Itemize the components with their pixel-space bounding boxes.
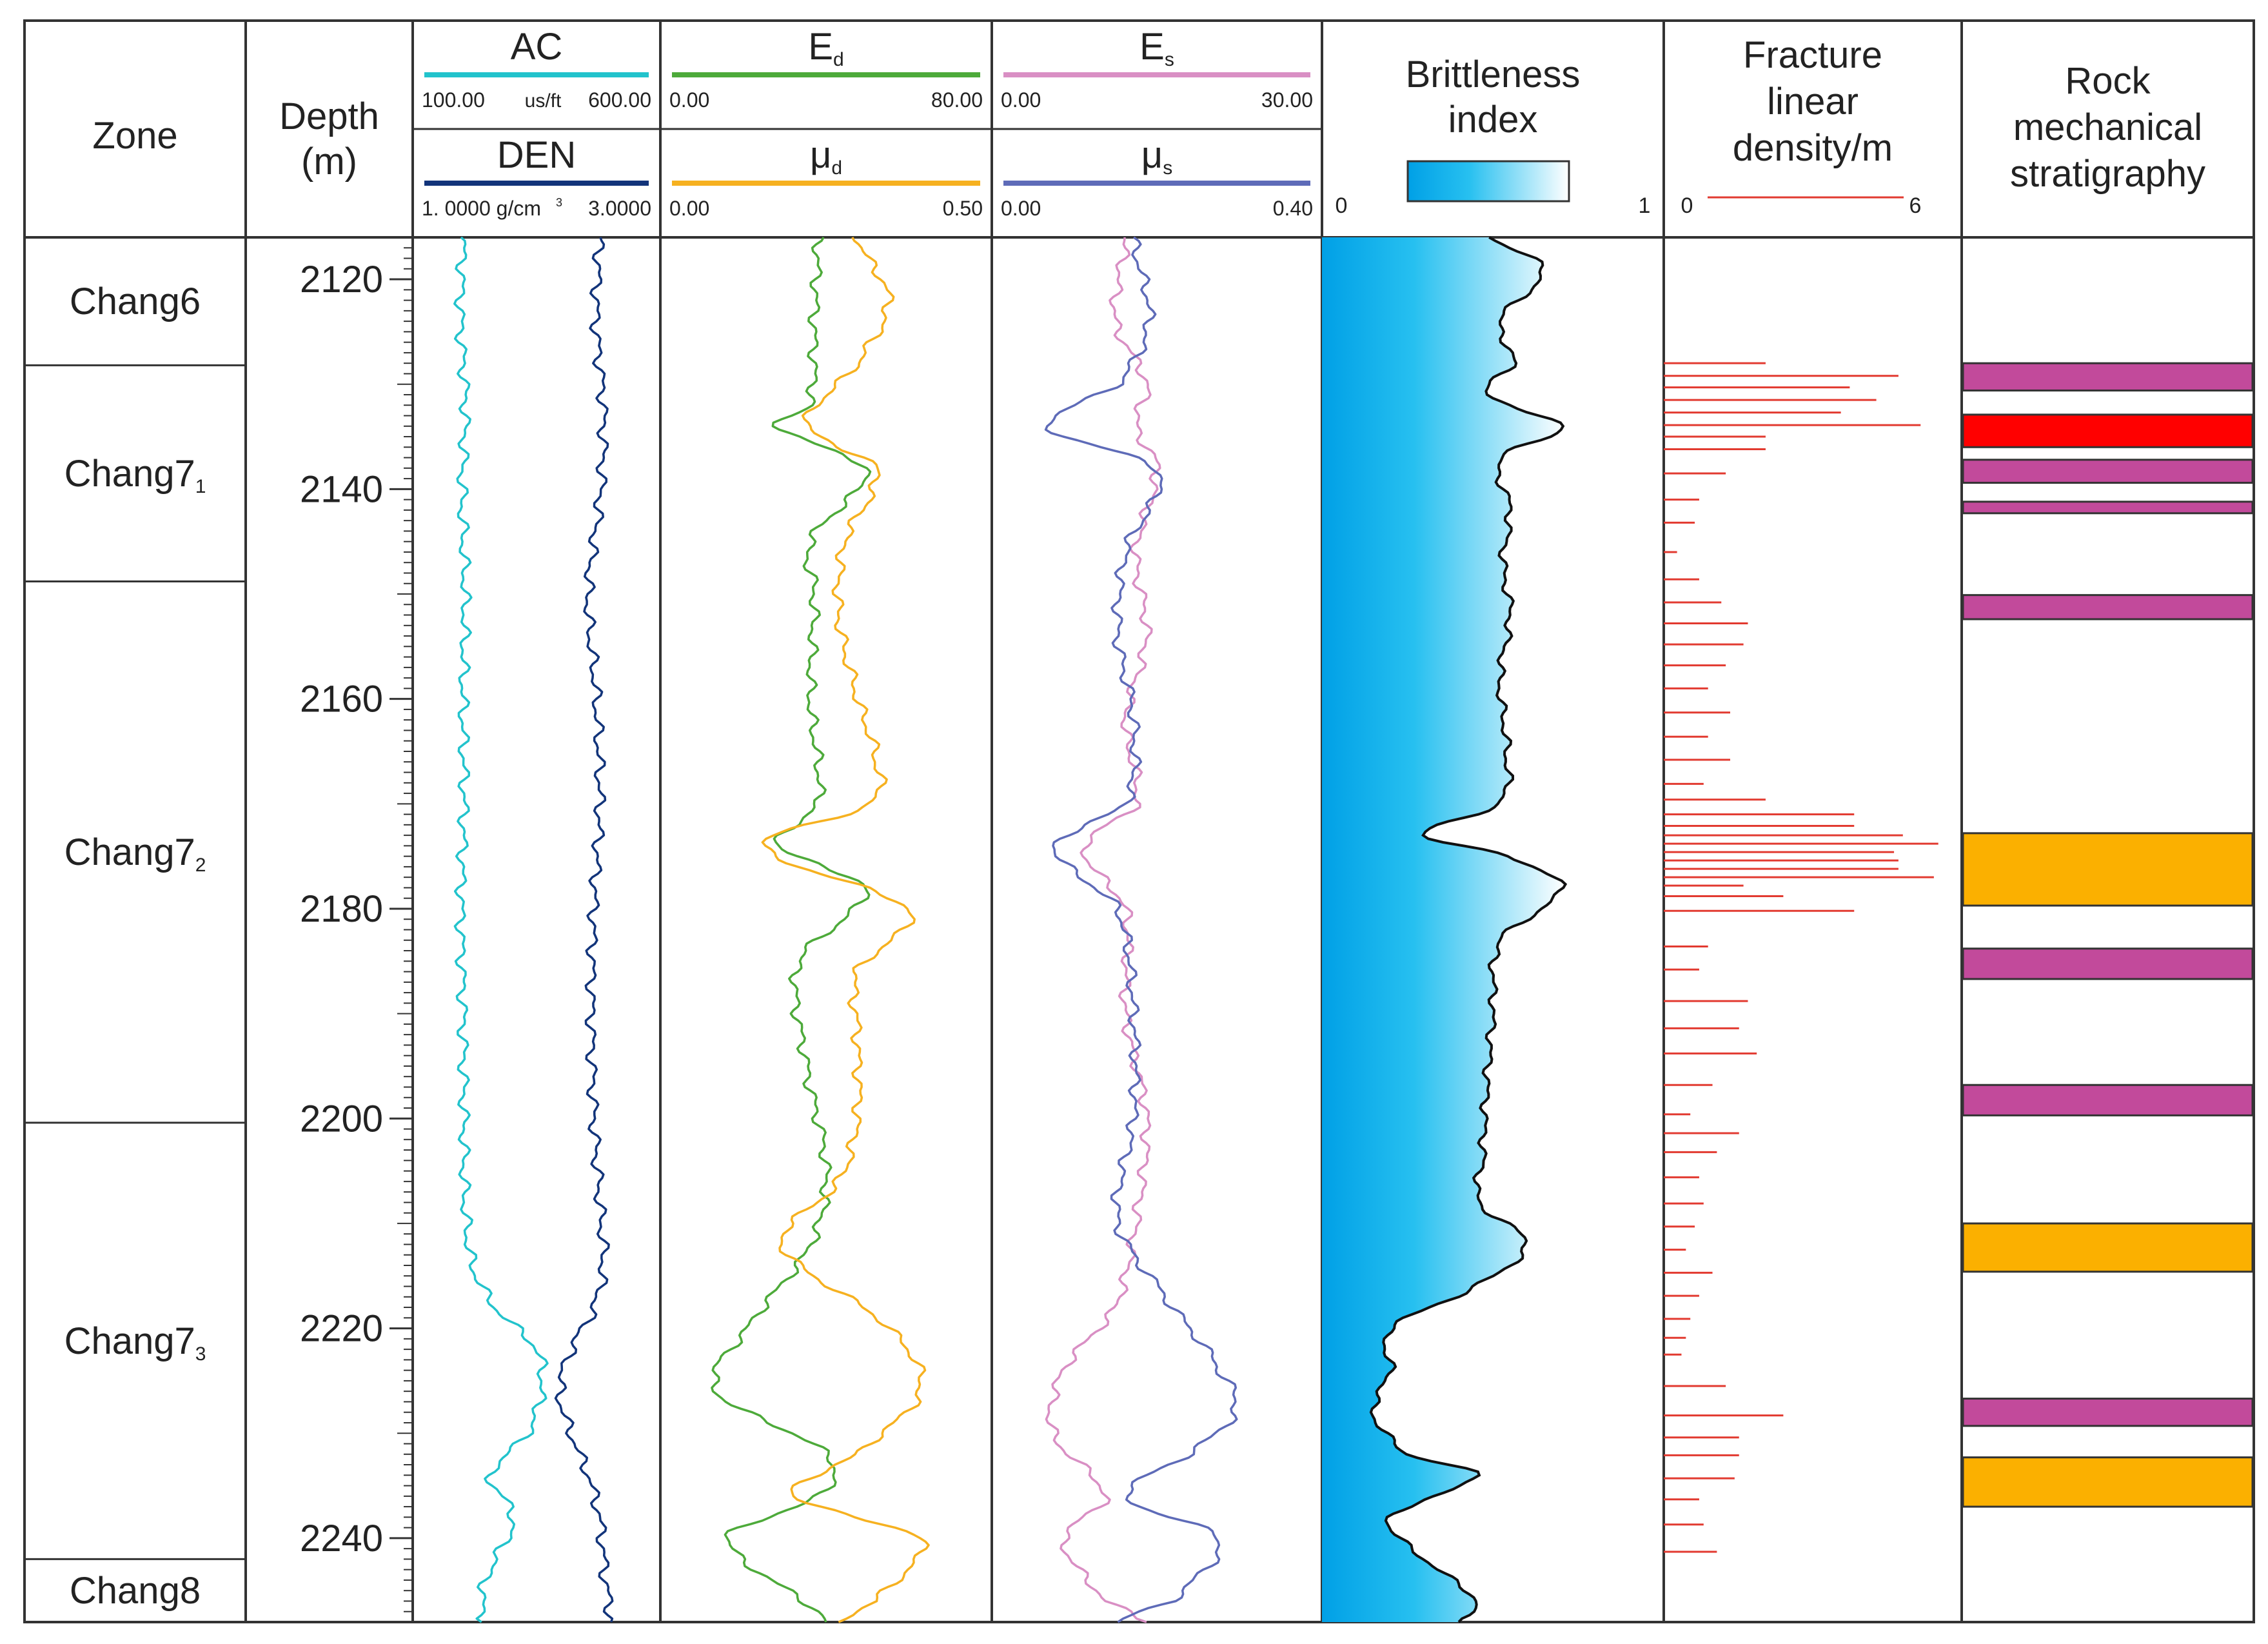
depth-tick-label: 2180 xyxy=(300,888,383,930)
brittleness-scale-min: 0 xyxy=(1336,193,1348,218)
stratigraphy-layer xyxy=(1962,413,2254,448)
curve-title-ac-base: AC xyxy=(511,26,563,68)
curve-den xyxy=(554,237,614,1623)
stratigraphy-layer xyxy=(1962,500,2254,515)
stratigraphy-layer xyxy=(1962,832,2254,907)
scale-max-e-d: 80.00 xyxy=(931,88,983,112)
zone-label-sub: 2 xyxy=(195,855,206,876)
scale-min-den: 1. 0000 g/cm xyxy=(422,197,541,220)
zone-label-base: Chang6 xyxy=(70,281,201,322)
curve-mu-s xyxy=(1044,236,1238,1623)
fracture-title-line: density/m xyxy=(1733,127,1893,169)
curve-title-den: DEN xyxy=(497,134,576,176)
scale-unit-ac: us/ft xyxy=(525,90,562,112)
stratigraphy-layer xyxy=(1962,362,2254,391)
curve-title-e-d-sub: d xyxy=(833,49,844,70)
depth-tick-label: 2160 xyxy=(300,678,383,720)
scale-unit-sup-den: 3 xyxy=(556,196,562,209)
depth-axis: Depth(m) 2120 2140 2160 2180 2200 2220 2240 xyxy=(279,95,411,1623)
stratigraphy-layer xyxy=(1962,459,2254,484)
stratigraphy-layer xyxy=(1962,1398,2254,1427)
zone-label: Chang71 xyxy=(64,453,206,497)
brittleness-title-2: index xyxy=(1448,99,1538,141)
scale-min-mu-d: 0.00 xyxy=(669,197,709,220)
zone-label: Chang72 xyxy=(64,831,206,876)
fracture-scale-min: 0 xyxy=(1681,193,1693,218)
depth-tick-label: 2120 xyxy=(300,259,383,301)
brittleness-title: Brittleness xyxy=(1406,54,1581,95)
scale-max-den: 3.0000 xyxy=(588,197,651,220)
log-curve-tracks: AC 100.00 600.00 us/ft DEN 1. 0000 g/cm 3 3.000… xyxy=(422,26,1313,1623)
scale-max-mu-s: 0.40 xyxy=(1273,197,1313,220)
curve-title-e-s-sub: s xyxy=(1165,49,1174,70)
zone-label-base: Chang7 xyxy=(64,1320,195,1362)
fracture-scale-max: 6 xyxy=(1909,193,1922,218)
stratigraphy-title-line: Rock xyxy=(2065,60,2151,102)
curve-title-e-s: Es xyxy=(1139,26,1174,70)
scale-min-ac: 100.00 xyxy=(422,88,485,112)
curve-ac xyxy=(453,236,549,1623)
zone-label: Chang8 xyxy=(70,1570,201,1612)
curve-title-ac: AC xyxy=(511,26,563,68)
stratigraphy-layer xyxy=(1962,594,2254,620)
scale-min-e-d: 0.00 xyxy=(669,88,709,112)
curve-title-mu-d-sub: d xyxy=(831,157,842,179)
zone-label-base: Chang7 xyxy=(64,831,195,873)
zone-label-sub: 1 xyxy=(195,476,206,497)
figure-border xyxy=(23,19,2255,1623)
depth-tick-label: 2200 xyxy=(300,1098,383,1140)
stratigraphy-layer xyxy=(1962,1456,2254,1508)
curve-e-d xyxy=(711,237,872,1623)
curve-title-mu-d-base: μ xyxy=(810,134,831,176)
stratigraphy-title-line: mechanical xyxy=(2013,106,2202,148)
scale-max-e-s: 30.00 xyxy=(1261,88,1313,112)
zone-label: Chang73 xyxy=(64,1320,206,1365)
scale-max-mu-d: 0.50 xyxy=(943,197,983,220)
depth-tick-label: 2240 xyxy=(300,1518,383,1560)
curve-title-e-d: Ed xyxy=(808,26,843,70)
curve-title-e-d-base: E xyxy=(808,26,833,68)
stratigraphy-layer xyxy=(1962,1222,2254,1273)
brittleness-curve xyxy=(1369,236,1568,1623)
depth-tick-label: 2220 xyxy=(300,1308,383,1350)
stratigraphy-layer xyxy=(1962,947,2254,980)
zone-header: Zone xyxy=(92,115,177,157)
depth-unit: (m) xyxy=(301,141,357,183)
stratigraphy-layer xyxy=(1962,1084,2254,1116)
curve-title-mu-s: μs xyxy=(1141,134,1172,179)
fracture-title-line: Fracture xyxy=(1743,34,1882,76)
zone-label-base: Chang8 xyxy=(70,1570,201,1612)
scale-min-mu-s: 0.00 xyxy=(1001,197,1041,220)
curve-e-s xyxy=(1045,237,1161,1623)
scale-min-e-s: 0.00 xyxy=(1001,88,1041,112)
scale-max-ac: 600.00 xyxy=(588,88,651,112)
curve-title-mu-s-base: μ xyxy=(1141,134,1163,176)
stratigraphy-title-line: stratigraphy xyxy=(2010,153,2205,195)
curve-title-mu-s-sub: s xyxy=(1163,157,1172,179)
zone-label-base: Chang7 xyxy=(64,453,195,495)
depth-header: Depth xyxy=(279,95,379,137)
curve-title-mu-d: μd xyxy=(810,134,842,179)
brittleness-area xyxy=(1322,237,1566,1622)
zone-label: Chang6 xyxy=(70,281,201,322)
zone-label-sub: 3 xyxy=(195,1343,206,1365)
brittleness-scale-max: 1 xyxy=(1639,193,1651,218)
brittleness-colorbar xyxy=(1406,160,1570,203)
curve-title-e-s-base: E xyxy=(1139,26,1165,68)
fracture-title-line: linear xyxy=(1767,81,1859,123)
curve-title-den-base: DEN xyxy=(497,134,576,176)
curve-mu-d xyxy=(761,237,930,1623)
depth-tick-label: 2140 xyxy=(300,468,383,510)
